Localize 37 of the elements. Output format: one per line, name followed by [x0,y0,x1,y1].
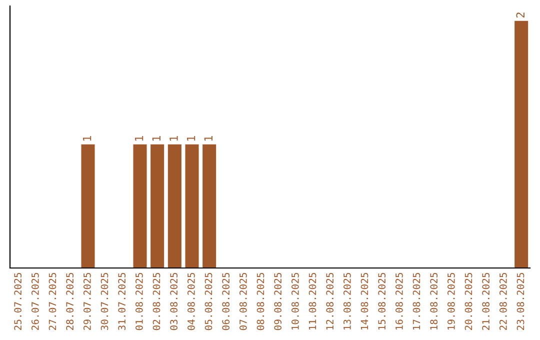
data-label: 1 [134,136,144,141]
x-tick-label: 20.08.2025 [464,272,472,330]
x-tick-label: 04.08.2025 [187,272,195,330]
x-tick-label: 02.08.2025 [152,272,160,330]
x-tick-label: 26.07.2025 [31,272,39,330]
x-tick-label: 27.07.2025 [48,272,56,330]
x-tick-label: 11.08.2025 [308,272,316,330]
x-tick-label: 10.08.2025 [291,272,299,330]
x-tick-label: 18.08.2025 [430,272,438,330]
data-label: 2 [516,12,524,18]
x-tick-label: 25.07.2025 [14,272,22,330]
x-tick-label: 21.08.2025 [482,272,490,330]
x-tick-label: 15.08.2025 [378,272,386,330]
x-tick-label: 17.08.2025 [412,272,420,330]
data-label: 1 [82,136,92,141]
x-tick-label: 16.08.2025 [395,272,403,330]
data-label: 1 [152,136,160,141]
data-label: 1 [170,136,178,141]
data-label: 1 [204,136,212,141]
x-tick-label: 05.08.2025 [204,272,212,330]
data-label: 1 [186,136,196,141]
x-tick-label: 09.08.2025 [274,272,282,330]
x-tick-label: 07.08.2025 [239,272,247,330]
x-tick-label: 19.08.2025 [447,272,455,330]
x-tick-label: 29.07.2025 [83,272,91,330]
x-tick-label: 12.08.2025 [326,272,334,330]
x-tick-label: 28.07.2025 [66,272,74,330]
x-tick-label: 22.08.2025 [499,272,507,330]
x-tick-label: 01.08.2025 [135,272,143,330]
x-tick-label: 23.08.2025 [516,272,524,330]
x-tick-label: 03.08.2025 [170,272,178,330]
x-tick-label: 30.07.2025 [100,272,108,330]
x-tick-label: 13.08.2025 [343,272,351,330]
x-tick-label: 31.07.2025 [118,272,126,330]
x-tick-label: 06.08.2025 [222,272,230,330]
x-tick-label: 08.08.2025 [256,272,264,330]
x-tick-label: 14.08.2025 [360,272,368,330]
